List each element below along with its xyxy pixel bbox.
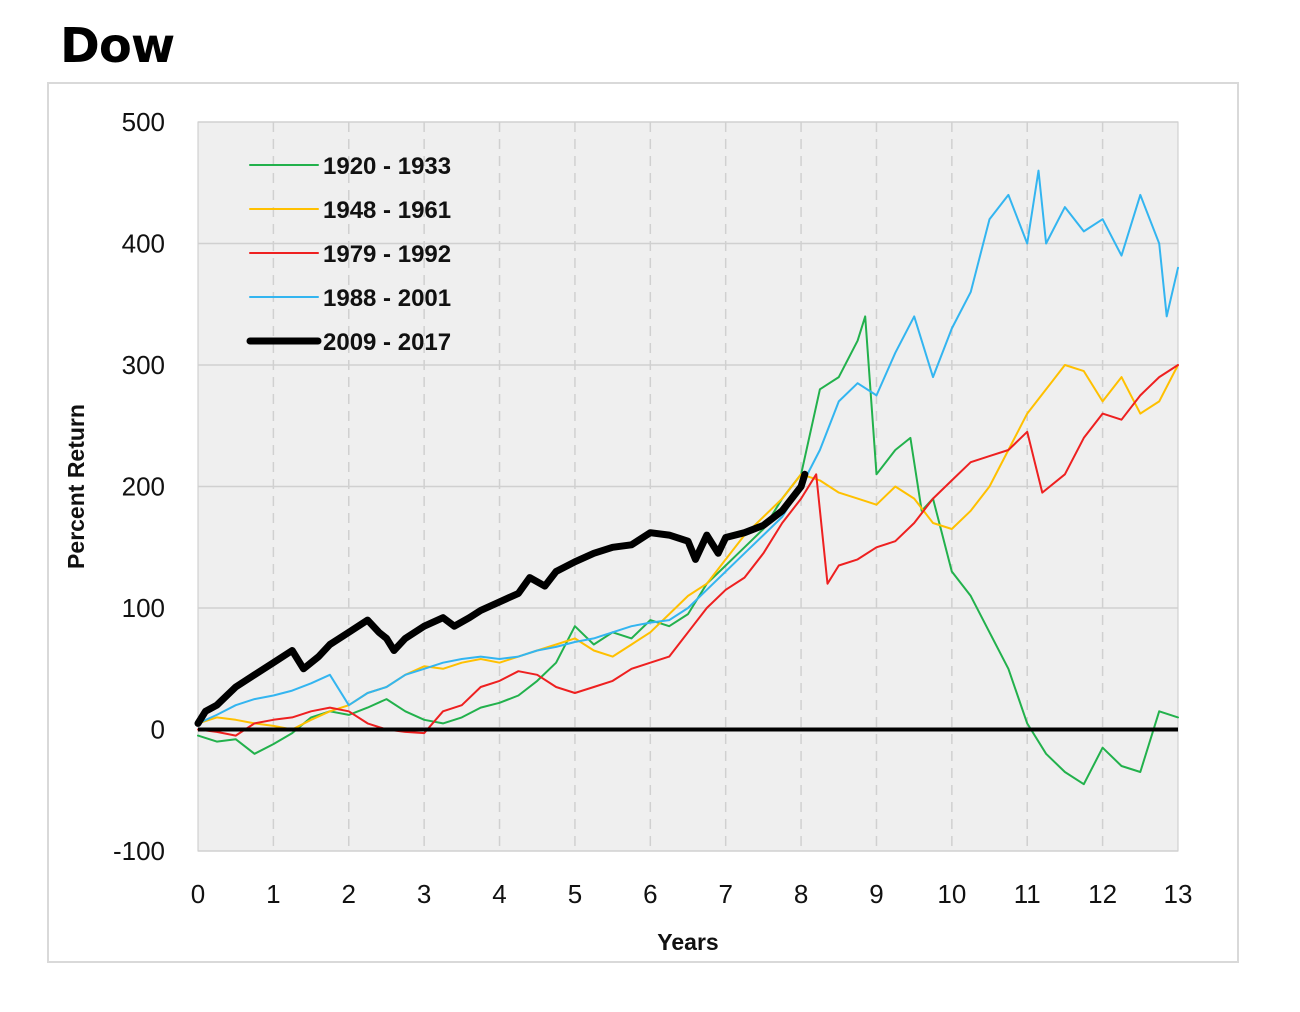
x-tick-label: 5 [568, 879, 582, 909]
x-tick-label: 1 [266, 879, 280, 909]
y-tick-label: 100 [122, 593, 165, 623]
y-tick-label: 200 [122, 472, 165, 502]
x-tick-label: 6 [643, 879, 657, 909]
series-group [194, 169, 1179, 786]
x-tick-label: 13 [1164, 879, 1193, 909]
legend-label: 1979 - 1992 [323, 241, 451, 268]
x-tick-label: 11 [1014, 879, 1041, 909]
legend-label: 1920 - 1933 [323, 153, 451, 180]
x-tick-label: 9 [869, 879, 883, 909]
x-tick-label: 12 [1088, 879, 1117, 909]
x-axis-label: Years [657, 929, 718, 955]
y-tick-label: 0 [151, 715, 165, 745]
legend-label: 1988 - 2001 [323, 285, 451, 312]
chart-title: Dow [60, 18, 175, 74]
x-tick-label: 0 [191, 879, 205, 909]
legend: 1920 - 1933 1948 - 1961 1979 - 1992 1988 - … [246, 153, 451, 356]
y-tick-label: -100 [113, 836, 165, 866]
y-tick-label: 400 [122, 229, 165, 259]
legend-label: 1948 - 1961 [323, 197, 451, 224]
series-line [194, 470, 809, 727]
x-tick-label: 3 [417, 879, 431, 909]
x-tick-label: 2 [342, 879, 356, 909]
x-tick-label: 4 [492, 879, 506, 909]
series-line [197, 169, 1179, 725]
y-tick-label: 500 [122, 107, 165, 137]
y-tick-label: 300 [122, 350, 165, 380]
series-line [197, 364, 1179, 737]
x-tick-label: 8 [794, 879, 808, 909]
legend-label: 2009 - 2017 [323, 329, 451, 356]
plot-area [197, 121, 1179, 852]
y-axis-label: Percent Return [63, 404, 89, 569]
x-tick-label: 10 [937, 879, 966, 909]
x-tick-label: 7 [718, 879, 732, 909]
